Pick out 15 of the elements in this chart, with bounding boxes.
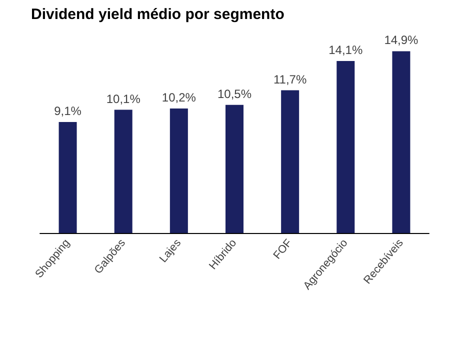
bar — [336, 60, 355, 233]
bar — [170, 108, 188, 233]
data-label: 14,1% — [328, 42, 363, 57]
data-label: 10,1% — [106, 92, 141, 106]
data-label: 10,5% — [217, 86, 252, 101]
bar — [281, 90, 300, 233]
data-label: 14,9% — [384, 33, 419, 48]
data-label: 10,2% — [162, 90, 196, 105]
chart-title: Dividend yield médio por segmento — [31, 6, 284, 23]
bar — [226, 104, 244, 233]
bar — [58, 122, 77, 233]
bar — [114, 110, 132, 233]
data-label: 11,7% — [274, 72, 307, 86]
data-label: 9,1% — [54, 104, 82, 118]
bar — [392, 51, 410, 233]
